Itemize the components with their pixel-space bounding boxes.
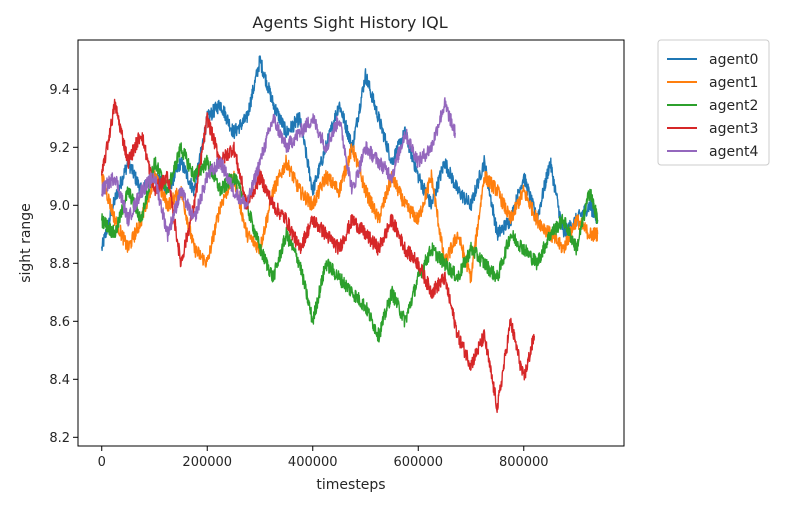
- y-tick-label: 8.8: [49, 257, 70, 272]
- x-tick-label: 0: [98, 455, 106, 470]
- y-tick-label: 8.2: [49, 431, 70, 446]
- x-tick-label: 200000: [182, 455, 232, 470]
- y-axis-label: sight range: [18, 203, 34, 283]
- x-tick-label: 400000: [288, 455, 338, 470]
- chart-title: Agents Sight History IQL: [252, 13, 447, 32]
- series-line-agent2: [101, 142, 599, 343]
- y-tick-label: 8.4: [49, 373, 70, 388]
- series-line-agent1: [101, 143, 599, 284]
- legend: agent0 agent1 agent2 agent3 agent4: [657, 39, 770, 166]
- x-axis: 0 200000 400000 600000 800000: [98, 446, 549, 470]
- series-line-agent3: [101, 98, 535, 413]
- series-lines: [101, 55, 599, 413]
- x-tick-label: 800000: [499, 455, 549, 470]
- y-axis: 8.2 8.4 8.6 8.8 9.0 9.2 9.4: [49, 83, 78, 446]
- series-line-agent4: [101, 97, 456, 243]
- legend-label-agent1: agent1: [709, 75, 758, 91]
- x-tick-label: 600000: [393, 455, 443, 470]
- x-axis-label: timesteps: [316, 477, 385, 493]
- y-tick-label: 8.6: [49, 315, 70, 330]
- legend-label-agent0: agent0: [709, 52, 758, 68]
- y-tick-label: 9.4: [49, 83, 70, 98]
- y-tick-label: 9.0: [49, 199, 70, 214]
- legend-label-agent2: agent2: [709, 98, 758, 114]
- plot-area: [77, 39, 625, 447]
- legend-frame: [657, 39, 770, 166]
- y-tick-label: 9.2: [49, 141, 70, 156]
- legend-label-agent3: agent3: [709, 121, 758, 137]
- legend-label-agent4: agent4: [709, 144, 758, 160]
